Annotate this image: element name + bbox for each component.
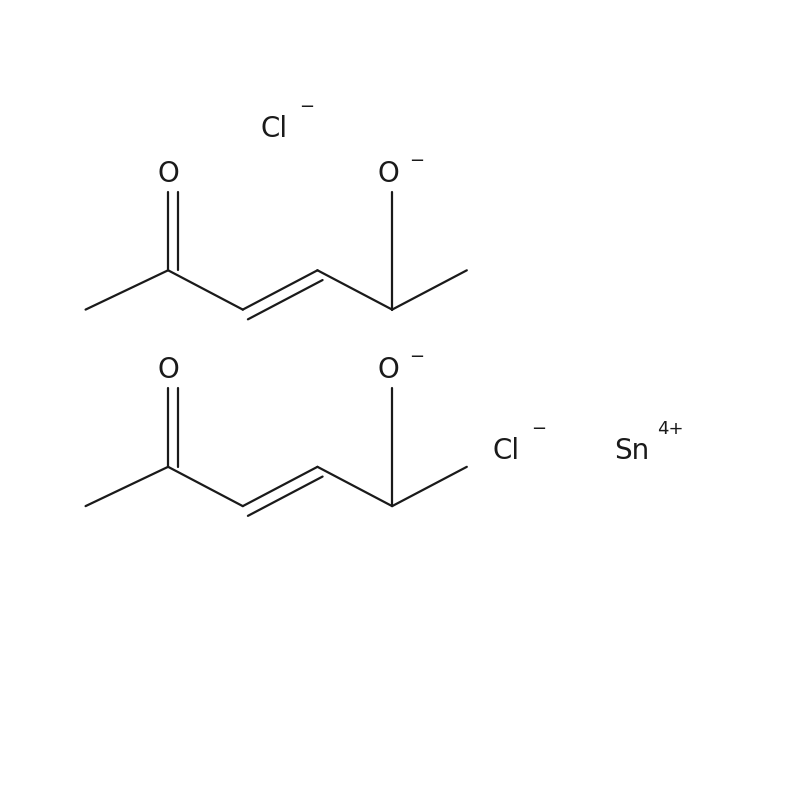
Text: −: − — [410, 348, 425, 366]
Text: O: O — [378, 160, 399, 188]
Text: Sn: Sn — [614, 437, 650, 465]
Text: −: − — [531, 420, 546, 438]
Text: −: − — [410, 152, 425, 170]
Text: Cl: Cl — [493, 437, 520, 465]
Text: Cl: Cl — [261, 114, 288, 142]
Text: O: O — [158, 160, 179, 188]
Text: O: O — [378, 356, 399, 384]
Text: −: − — [299, 98, 314, 116]
Text: O: O — [158, 356, 179, 384]
Text: 4+: 4+ — [657, 420, 683, 438]
